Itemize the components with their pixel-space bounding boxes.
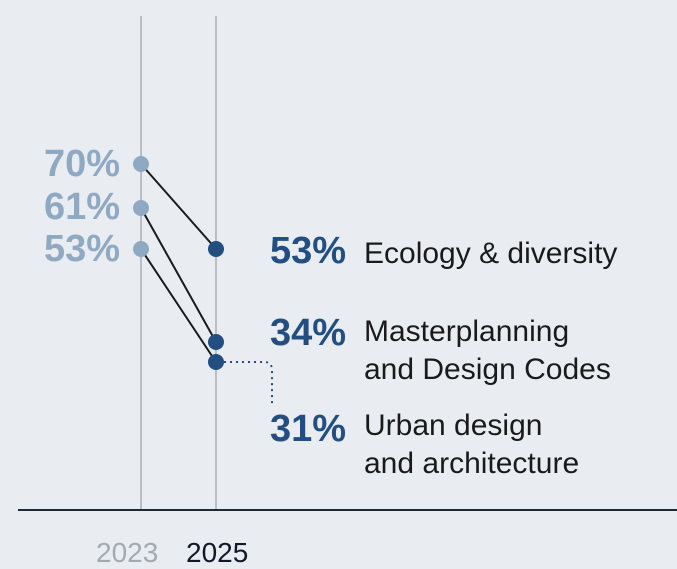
point-2025-ecology: [208, 241, 224, 257]
series-label-masterplanning-line1: Masterplanning: [364, 315, 570, 348]
point-2025-urban-design: [208, 354, 224, 370]
series-label-ecology: Ecology & diversity: [364, 237, 618, 270]
point-2023-urban-design: [133, 241, 149, 257]
point-2023-masterplanning: [133, 200, 149, 216]
value-label-2025-urban-design: 31%: [269, 408, 346, 450]
chart-marks: [133, 156, 273, 407]
point-2025-masterplanning: [208, 334, 224, 350]
x-tick-2025: 2025: [186, 537, 249, 568]
series-label-urban-design-line1: Urban design: [364, 409, 543, 442]
leader-line-urban-design: [224, 361, 273, 407]
slope-line-masterplanning: [140, 207, 217, 343]
value-label-2023-masterplanning: 61%: [43, 186, 120, 228]
slope-line-urban-design: [140, 248, 217, 363]
value-label-2023-ecology: 70%: [43, 143, 120, 185]
point-2023-ecology: [133, 156, 149, 172]
value-label-2025-ecology: 53%: [269, 230, 346, 272]
series-label-masterplanning-line2: and Design Codes: [364, 353, 611, 386]
x-tick-2023: 2023: [96, 537, 159, 568]
series-label-urban-design-line2: and architecture: [364, 447, 580, 480]
slope-line-ecology: [140, 163, 217, 250]
value-label-2023-urban-design: 53%: [43, 228, 120, 270]
value-label-2025-masterplanning: 34%: [269, 312, 346, 354]
x-axis-baseline: [18, 509, 677, 511]
